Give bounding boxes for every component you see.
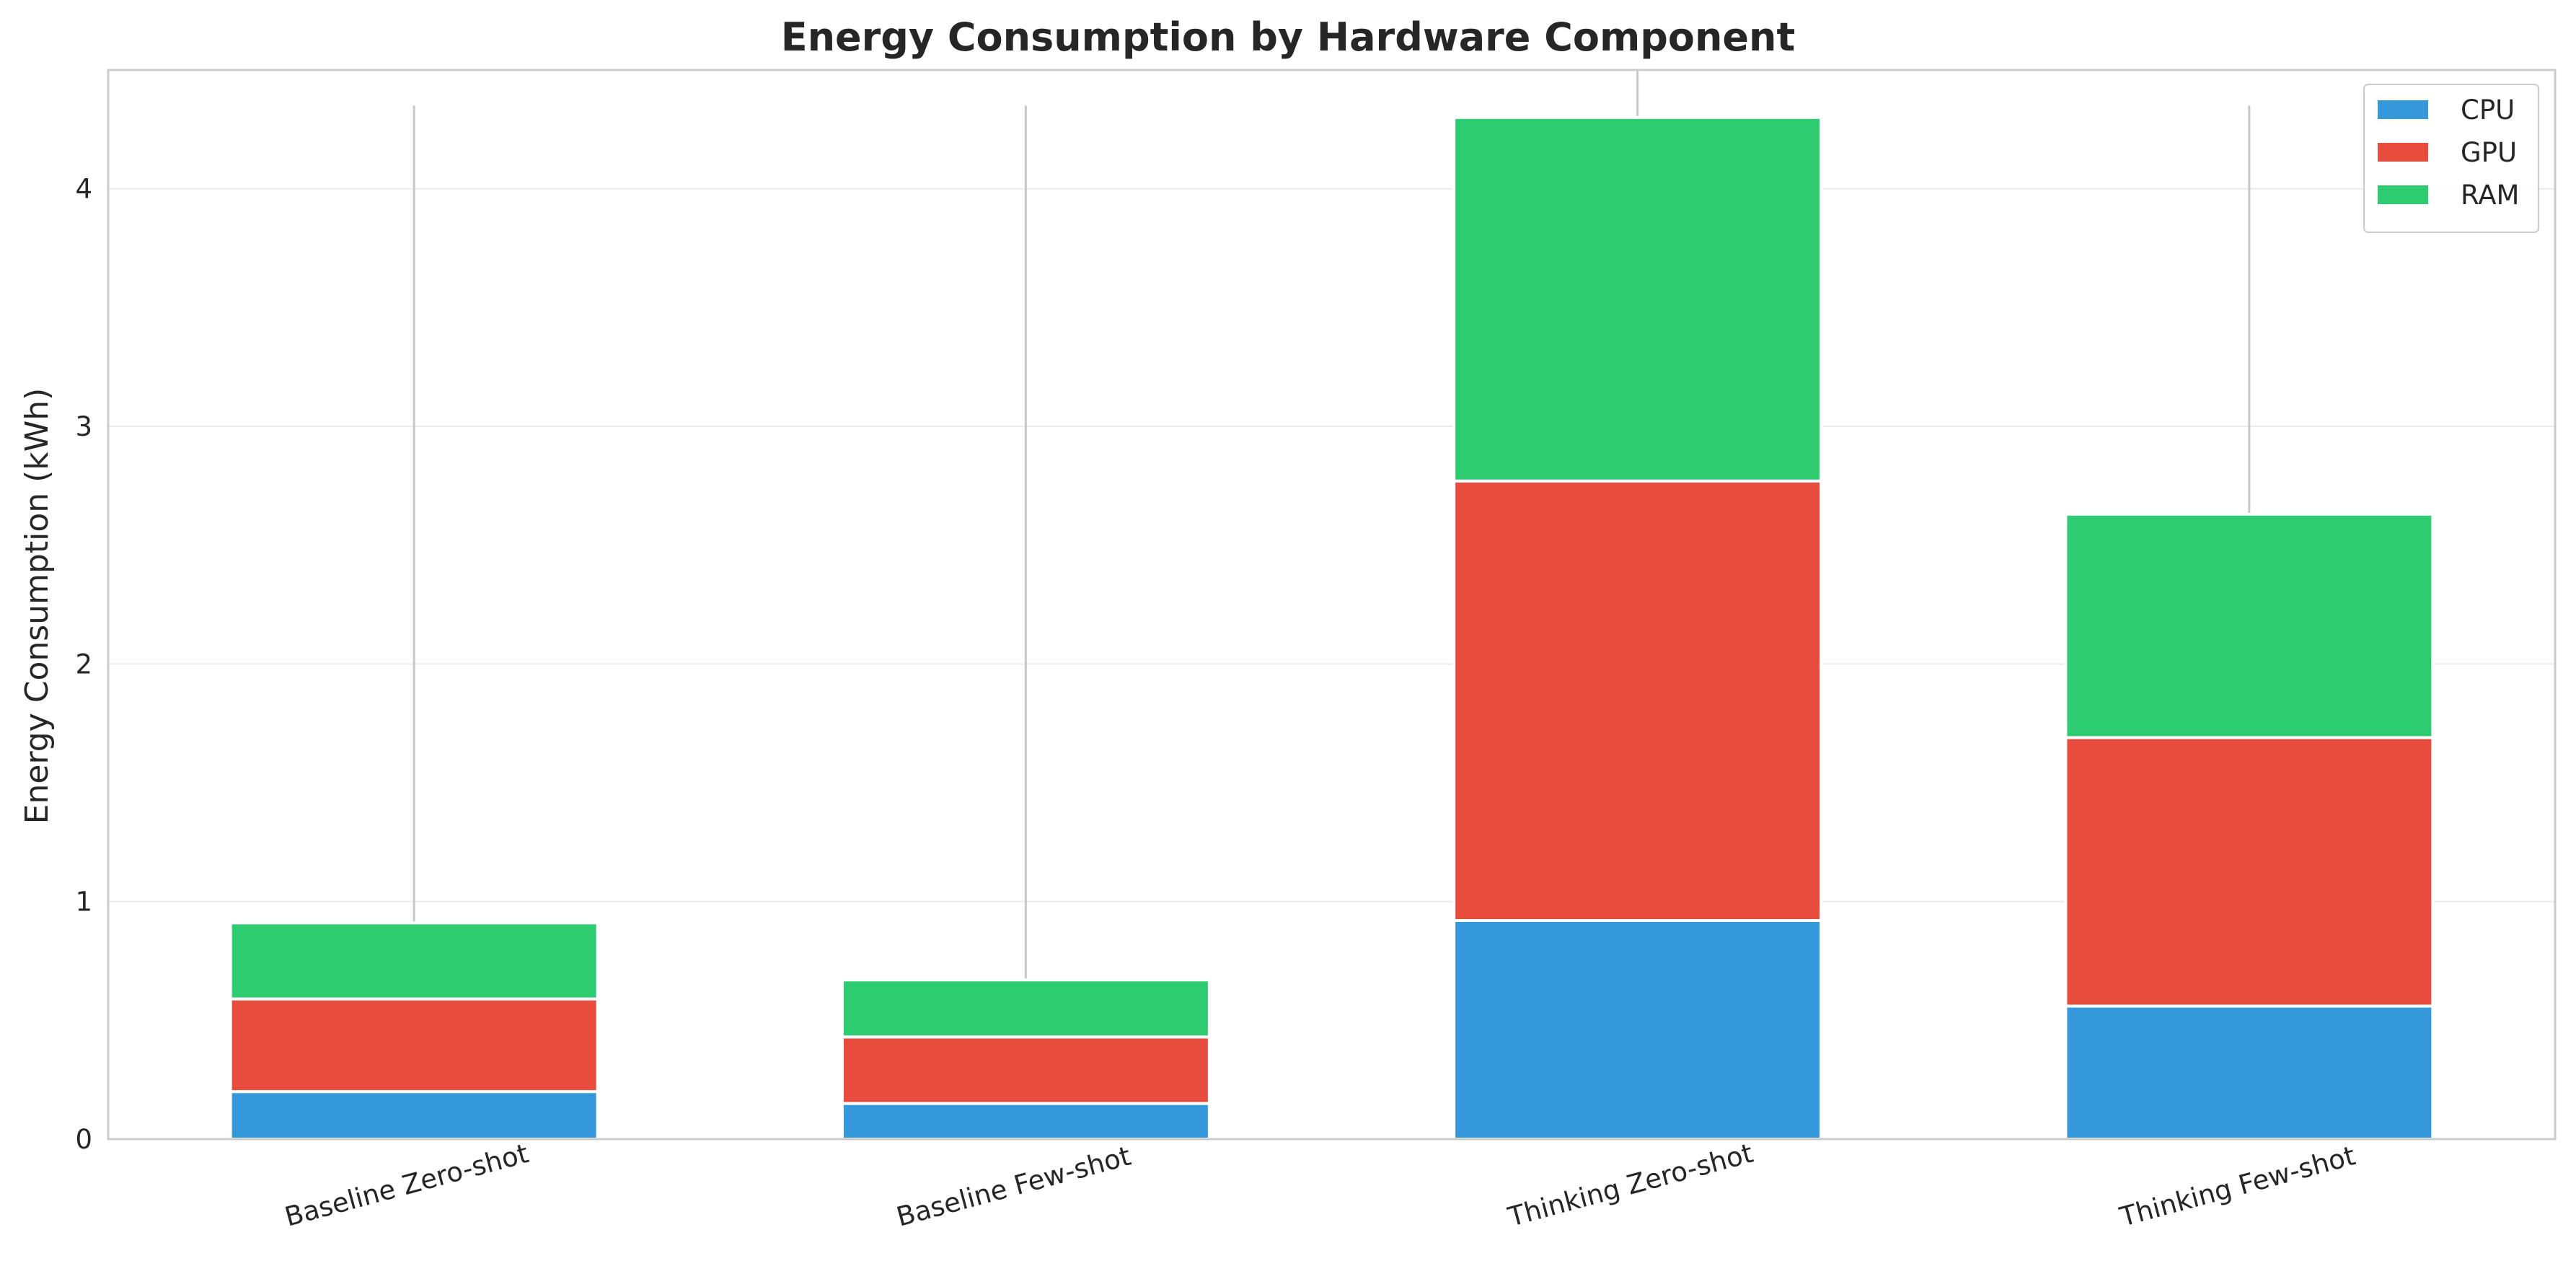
bar-cpu-3 (2064, 1004, 2435, 1141)
bar-cpu-2 (1452, 919, 1823, 1141)
bar-gpu-2 (1452, 479, 1823, 923)
x-tick-label: Baseline Few-shot (894, 1141, 1134, 1233)
y-tick-label: 3 (75, 411, 92, 442)
bar-gpu-3 (2064, 736, 2435, 1008)
bar-ram-1 (840, 978, 1211, 1039)
y-axis-label: Energy Consumption (kWh) (19, 388, 56, 825)
y-tick-label: 0 (75, 1124, 92, 1155)
bar-gpu-1 (840, 1035, 1211, 1105)
bar-gpu-0 (229, 997, 599, 1094)
x-tick-label: Thinking Zero-shot (1504, 1138, 1756, 1233)
legend-label-gpu: GPU (2461, 137, 2517, 168)
legend-swatch-cpu (2378, 100, 2428, 119)
chart-title: Energy Consumption by Hardware Component (781, 14, 1796, 60)
legend-label-ram: RAM (2461, 180, 2519, 211)
legend-swatch-gpu (2378, 143, 2428, 162)
y-tick-label: 1 (75, 887, 92, 918)
error-bars (413, 70, 2251, 980)
y-tick-label: 2 (75, 649, 92, 680)
legend-swatch-ram (2378, 185, 2428, 204)
bar-cpu-1 (840, 1102, 1211, 1141)
bar-ram-2 (1452, 115, 1823, 483)
x-ticks: Baseline Zero-shot Baseline Few-shot Think… (281, 1138, 2358, 1233)
x-tick-label: Baseline Zero-shot (281, 1138, 531, 1233)
bar-ram-0 (229, 921, 599, 1001)
bar-cpu-0 (229, 1090, 599, 1141)
plot-frame (107, 69, 2557, 1141)
x-tick-label: Thinking Few-shot (2116, 1140, 2358, 1233)
legend: CPU GPU RAM (2363, 84, 2539, 233)
bars (229, 115, 2435, 1141)
y-ticks: 0 1 2 3 4 (75, 174, 92, 1155)
bar-ram-3 (2064, 512, 2435, 739)
y-tick-label: 4 (75, 174, 92, 205)
legend-label-cpu: CPU (2461, 95, 2515, 126)
